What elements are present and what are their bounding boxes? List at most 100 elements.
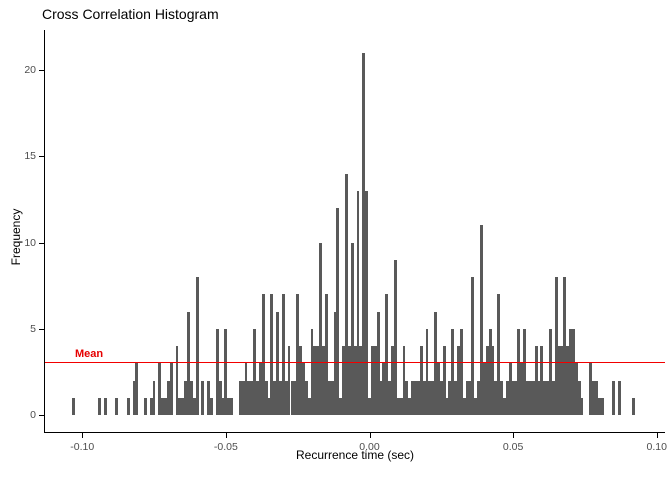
histogram-bar bbox=[181, 397, 185, 415]
histogram-bar bbox=[267, 397, 271, 415]
histogram-bar bbox=[488, 328, 492, 415]
x-tick-mark bbox=[82, 433, 84, 438]
histogram-bar bbox=[437, 363, 440, 415]
histogram-bar bbox=[505, 380, 509, 415]
histogram-bar bbox=[103, 397, 107, 415]
histogram-bar bbox=[227, 397, 231, 415]
histogram-bar bbox=[577, 380, 581, 415]
histogram-bar bbox=[356, 190, 360, 415]
histogram-bar bbox=[414, 380, 417, 415]
histogram-bar bbox=[161, 397, 165, 415]
histogram-bar bbox=[393, 259, 397, 415]
histogram-bar bbox=[370, 346, 374, 415]
histogram-bar bbox=[247, 380, 251, 415]
histogram-bar bbox=[563, 277, 567, 415]
histogram-bar bbox=[149, 397, 153, 415]
histogram-bar bbox=[569, 328, 572, 415]
histogram-bar bbox=[350, 242, 354, 415]
histogram-bar bbox=[132, 380, 136, 415]
histogram-bar bbox=[508, 363, 512, 415]
histogram-bar bbox=[299, 346, 302, 415]
histogram-bar bbox=[594, 380, 598, 415]
x-tick-mark bbox=[225, 433, 227, 438]
histogram-bar bbox=[480, 225, 483, 415]
histogram-bar bbox=[523, 328, 527, 415]
x-tick-label: -0.05 bbox=[213, 441, 238, 453]
x-axis-label: Recurrence time (sec) bbox=[295, 448, 415, 462]
histogram-bar bbox=[494, 380, 498, 415]
histogram-bar bbox=[451, 328, 455, 415]
y-tick-label: 10 bbox=[24, 236, 36, 249]
histogram-bar bbox=[333, 311, 337, 415]
histogram-bar bbox=[612, 380, 616, 415]
histogram-bar bbox=[253, 328, 257, 415]
histogram-bar bbox=[324, 294, 328, 415]
histogram-bar bbox=[261, 294, 265, 415]
y-axis-line bbox=[44, 30, 45, 432]
histogram-bar bbox=[566, 346, 570, 415]
histogram-bar bbox=[169, 363, 173, 415]
histogram-bar bbox=[589, 363, 593, 415]
histogram-bar bbox=[411, 380, 414, 415]
y-tick-mark bbox=[39, 328, 44, 330]
histogram-bar bbox=[454, 380, 458, 415]
histogram-bar bbox=[330, 380, 334, 415]
histogram-bar bbox=[549, 328, 552, 415]
histogram-bar bbox=[534, 346, 538, 415]
histogram-bar bbox=[256, 380, 259, 415]
histogram-bar bbox=[230, 397, 234, 415]
histogram-bar bbox=[482, 363, 486, 415]
histogram-bar bbox=[189, 380, 193, 415]
histogram-bar bbox=[359, 346, 363, 415]
y-tick-label: 20 bbox=[24, 64, 36, 76]
histogram-bar bbox=[557, 346, 561, 415]
histogram-bar bbox=[500, 380, 504, 415]
histogram-bar bbox=[244, 363, 248, 415]
histogram-bar bbox=[465, 380, 469, 415]
chart-title: Cross Correlation Histogram bbox=[42, 6, 219, 22]
histogram-bar bbox=[281, 294, 285, 415]
histogram-bar bbox=[304, 380, 308, 415]
histogram-bar bbox=[431, 380, 435, 415]
histogram-bar bbox=[531, 380, 535, 415]
histogram-bar bbox=[301, 363, 305, 415]
histogram-bar bbox=[520, 363, 524, 415]
histogram-bar bbox=[126, 397, 130, 415]
histogram-bar bbox=[270, 294, 274, 415]
histogram-bar bbox=[439, 380, 443, 415]
histogram-bar bbox=[491, 346, 495, 415]
x-tick-mark bbox=[513, 433, 515, 438]
histogram-bar bbox=[365, 190, 369, 415]
histogram-bar bbox=[290, 380, 294, 415]
histogram-bar bbox=[419, 346, 423, 415]
histogram-bar bbox=[477, 380, 481, 415]
histogram-bar bbox=[258, 363, 262, 415]
histogram-bar bbox=[276, 311, 279, 415]
histogram-bar bbox=[310, 328, 314, 415]
histogram-bar bbox=[144, 397, 147, 415]
histogram-bar bbox=[296, 294, 300, 415]
histogram-bar bbox=[382, 363, 386, 415]
histogram-bar bbox=[396, 397, 400, 415]
x-tick-mark bbox=[656, 433, 658, 438]
histogram-bar bbox=[592, 380, 595, 415]
histogram-bar bbox=[273, 380, 277, 415]
histogram-bar bbox=[238, 380, 242, 415]
histogram-bar bbox=[540, 346, 544, 415]
histogram-bar bbox=[388, 380, 392, 415]
histogram-bar bbox=[164, 397, 167, 415]
histogram-bar bbox=[511, 380, 515, 415]
x-tick-label: 0.00 bbox=[359, 441, 380, 453]
histogram-bar bbox=[632, 397, 636, 415]
histogram-bar bbox=[218, 380, 222, 415]
histogram-bar bbox=[462, 397, 466, 415]
histogram-bar bbox=[434, 311, 437, 415]
histogram-bar bbox=[459, 328, 463, 415]
histogram-bar bbox=[425, 328, 429, 415]
histogram-bar bbox=[316, 346, 320, 415]
histogram-bar bbox=[376, 311, 380, 415]
histogram-bar bbox=[468, 380, 472, 415]
histogram-bar bbox=[428, 380, 432, 415]
histogram-bar bbox=[184, 380, 188, 415]
